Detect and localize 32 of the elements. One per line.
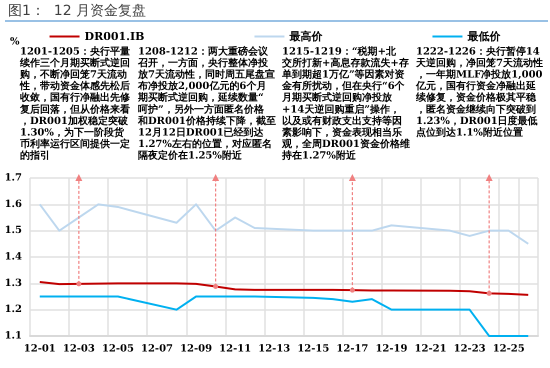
x-tick-label: 12-19	[375, 344, 408, 354]
line-series	[38, 203, 530, 245]
x-tick-label: 12-21	[414, 344, 447, 354]
chart-title: 图1： 12 月资金复盘	[8, 3, 146, 19]
text: 1222-1226：央行暂停14天逆回购，净回笼7天流动性，一年期MLF净投放1,000亿元，国有行资金净融出延续修复，资金价格极其平稳，匿名资金继续向下突破到1.23%，DR001日度最低点位到达1.1%附近位置	[415, 45, 543, 138]
legend-label: 最高价	[288, 30, 324, 43]
x-tick-label: 12-09	[180, 344, 212, 354]
text: %	[10, 36, 20, 48]
y-tick-label: 1.5	[4, 225, 22, 236]
x-tick-label: 12-23	[454, 344, 486, 354]
x-tick-label: 12-25	[492, 344, 525, 354]
x-tick-label: 12-01	[24, 344, 56, 354]
text: 1215-1219：“税期+北交所打新+高息存款流失+存单到期超1万亿”等因素对资金有所扰动，但在央行“6个月期买断式逆回购净投放+14天逆回购重启”操作，以及或有财政支出支持等因素影响下，资金表现相当乐观，全周DR001资金价格维持在1.27%附近	[282, 46, 410, 162]
x-tick-label: 12-05	[102, 344, 134, 354]
x-tick-label: 12-17	[336, 344, 368, 354]
y-tick-label: 1.2	[4, 304, 22, 316]
legend-label: 最低价	[466, 30, 502, 43]
text: 1201-1205：央行平量续作三个月期买断式逆回购，不断净回笼7天流动性，带动资金体感先松后收敛，国有行净融出先修复后回落，但从价格来看，DR001加权稳定突破1.30%，为下一阶段货币利率运行区间提供一定的指引	[20, 46, 130, 162]
x-tick-label: 12-11	[219, 344, 252, 354]
y-tick-label: 1.7	[4, 172, 22, 184]
text: 1208-1212：两大重磅会议召开，一方面，央行整体净投放7天流动性，同时周五尾盘宣布净投放2,000亿元的6个月期买断式逆回购，延续数量“呵护”，另外一方面匿名价格和DR001价格持续下降，截至12月12日DR001已经到达1.27%左右的位置，对应匿名隔夜定价在1.25%附近	[138, 46, 276, 162]
y-tick-label: 1.3	[4, 278, 22, 289]
legend-label: DR001.IB	[84, 30, 144, 43]
x-tick-label: 12-03	[62, 344, 95, 354]
x-tick-label: 12-07	[141, 344, 174, 354]
line-series	[38, 281, 530, 296]
line-series	[38, 296, 530, 337]
x-tick-label: 12-13	[258, 344, 290, 354]
x-tick-label: 12-15	[297, 344, 330, 354]
y-tick-label: 1.4	[4, 252, 22, 262]
y-tick-label: 1.6	[4, 198, 22, 210]
y-tick-label: 1.1	[4, 330, 22, 342]
